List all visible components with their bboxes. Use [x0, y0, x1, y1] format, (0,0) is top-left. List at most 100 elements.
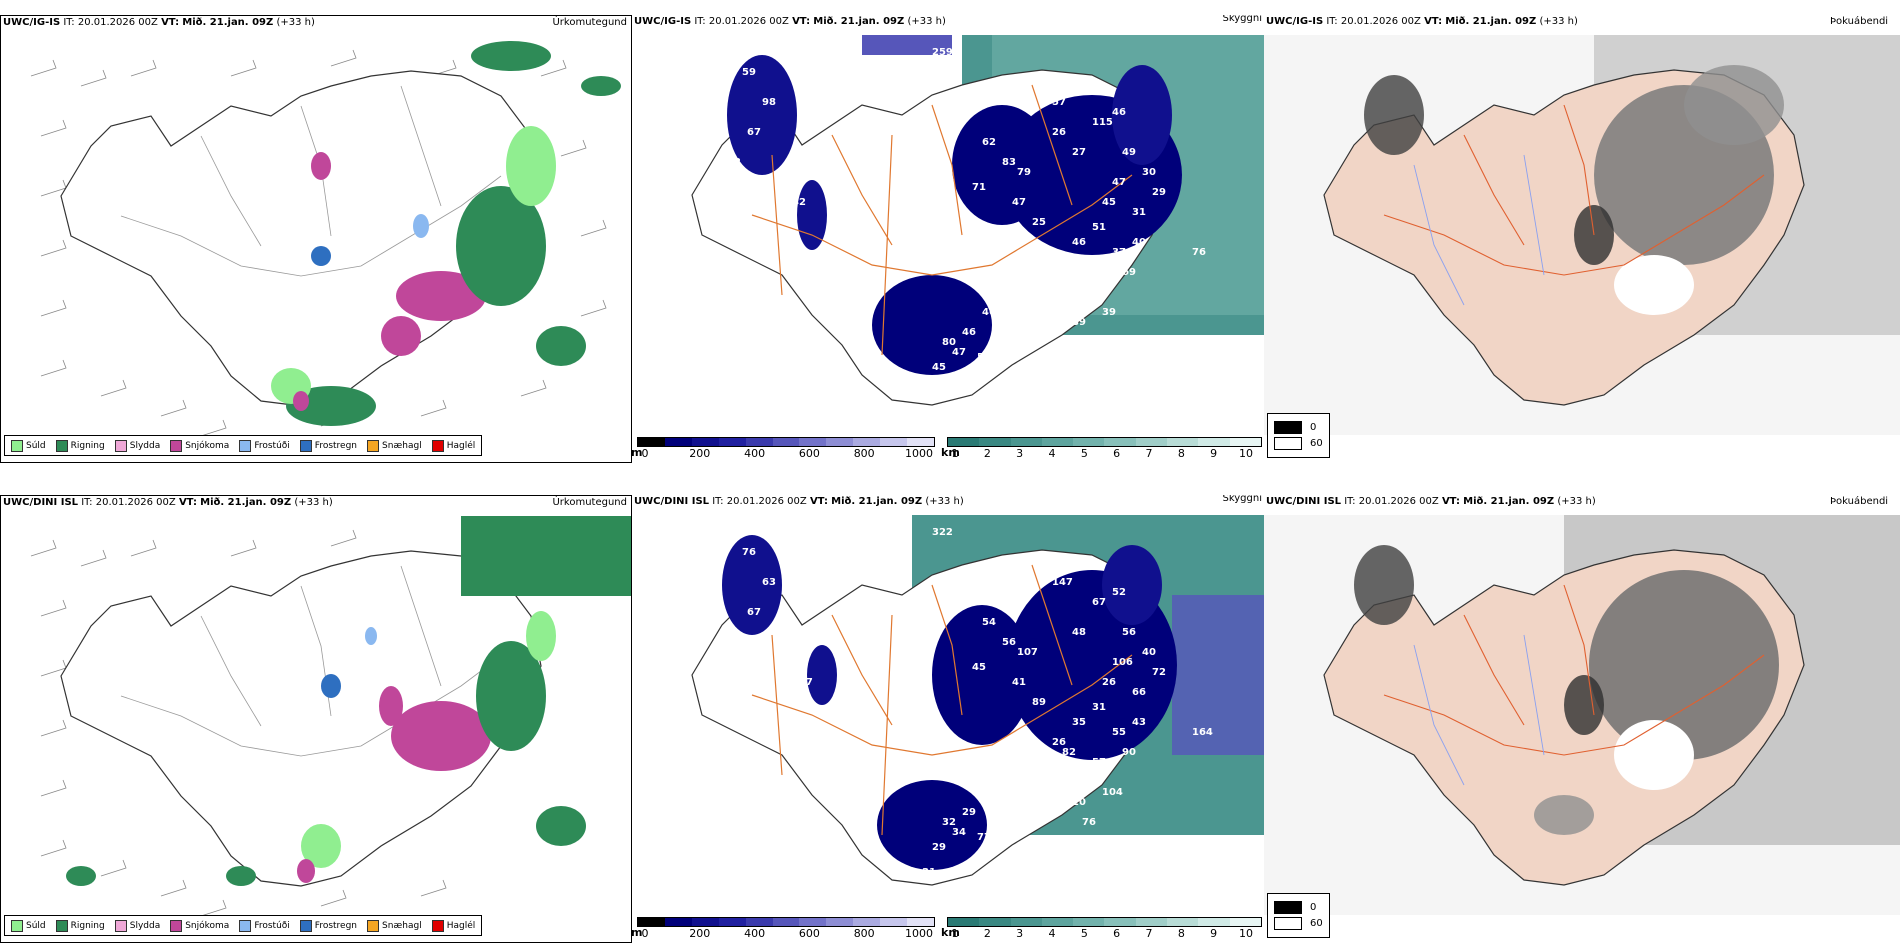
colorbar-unit: m	[632, 446, 643, 459]
visibility-value-label: 74	[727, 637, 741, 648]
legend-item: Frostregn	[299, 919, 357, 932]
fog-panel-top: UWC/IG-IS IT: 20.01.2026 00Z VT: Mið. 21…	[1264, 15, 1900, 463]
visibility-panel-top: UWC/IG-IS IT: 20.01.2026 00Z VT: Mið. 21…	[632, 15, 1264, 463]
fog-legend-swatch	[1274, 421, 1302, 434]
visibility-value-label: 43	[1132, 717, 1146, 728]
colorbar-swatch	[948, 438, 980, 446]
visibility-value-label: 56	[1002, 637, 1016, 648]
visibility-value-label: 62	[982, 137, 996, 148]
visibility-value-label: 30	[1142, 167, 1156, 178]
visibility-value-label: 20	[1072, 797, 1086, 808]
colorbar-swatches	[947, 917, 1262, 927]
colorbar-tick: 1	[951, 447, 959, 460]
colorbar-tick: 0	[641, 927, 649, 940]
precip-map	[30, 516, 631, 917]
visibility-value-label: 31	[1132, 207, 1146, 218]
precip-legend: Súld Rigning Slydda Snjókoma Frostúði Frostre…	[4, 435, 483, 456]
visibility-value-label: 115	[1092, 117, 1113, 128]
visibility-value-label: 59	[742, 67, 756, 78]
visibility-map: 76 63 67 74 240 307 322 147 67 52 56 40 72 66 48 106 26 3…	[691, 515, 1264, 898]
colorbar-tick: 600	[798, 927, 820, 940]
visibility-value-label: 42	[792, 197, 806, 208]
visibility-value-label: 90	[1122, 747, 1136, 758]
colorbar-swatch	[1010, 918, 1042, 926]
legend-item: Slydda	[114, 919, 160, 932]
colorbar-swatches	[637, 917, 935, 927]
panel-header: UWC/IG-IS IT: 20.01.2026 00Z VT: Mið. 21…	[1266, 16, 1578, 27]
colorbar-swatch	[1167, 918, 1199, 926]
legend-item: Snjókoma	[170, 439, 229, 452]
visibility-value-label: 76	[742, 547, 756, 558]
visibility-value-label: 55	[1112, 727, 1126, 738]
visibility-value-label: 34	[1032, 772, 1046, 783]
wind-barbs	[30, 529, 447, 917]
visibility-value-label: 45	[972, 662, 986, 673]
colorbar-swatch	[880, 438, 908, 446]
visibility-value-label: 98	[762, 97, 776, 108]
legend-swatch	[367, 919, 380, 932]
visibility-value-label: 32	[1012, 787, 1026, 798]
visibility-value-label: 51	[1092, 222, 1106, 233]
fog-legend-label: 60	[1310, 918, 1323, 929]
legend-item: Frostúði	[239, 919, 290, 932]
legend-swatch	[170, 439, 183, 452]
visibility-value-label: 41	[1012, 677, 1026, 688]
visibility-value-label: 106	[1112, 657, 1133, 668]
legend-label: Súld	[26, 440, 46, 451]
precip-legend: Súld Rigning Slydda Snjókoma Frostúði Frostre…	[4, 915, 483, 936]
visibility-value-label: 24	[927, 887, 941, 898]
colorbar-tick: 2	[983, 447, 991, 460]
colorbar-tick: 1000	[905, 447, 933, 460]
legend-swatch	[431, 919, 444, 932]
visibility-value-label: 73	[952, 387, 966, 398]
visibility-value-label: 37	[1112, 247, 1126, 258]
colorbar-tick: 800	[853, 447, 875, 460]
precip-type-panel-top: UWC/IG-IS IT: 20.01.2026 00Z VT: Mið. 21…	[0, 15, 632, 463]
fog-legend-item: 60	[1274, 917, 1323, 930]
colorbar-swatch	[745, 918, 773, 926]
visibility-value-label: 48	[1072, 627, 1086, 638]
colorbar-tick: 4	[1048, 447, 1056, 460]
colorbar-swatch	[799, 918, 827, 926]
colorbar-swatch	[826, 438, 854, 446]
visibility-value-label: 46	[1112, 107, 1126, 118]
visibility-value-label: 69	[1122, 267, 1136, 278]
visibility-value-label: 49	[1052, 837, 1066, 848]
colorbar-swatch	[853, 438, 881, 446]
colorbar-tick: 7	[1145, 927, 1153, 940]
visibility-panel-bottom: UWC/DINI ISL IT: 20.01.2026 00Z VT: Mið.…	[632, 495, 1264, 943]
visibility-value-label: 322	[932, 527, 953, 538]
visibility-value-label: 147	[1052, 577, 1073, 588]
legend-swatch	[299, 919, 312, 932]
visibility-value-label: 56	[1122, 627, 1136, 638]
colorbar-tick: 600	[798, 447, 820, 460]
colorbar-swatch	[1229, 438, 1261, 446]
visibility-value-label: 89	[1072, 317, 1086, 328]
visibility-value-label: 71	[972, 182, 986, 193]
visibility-value-label: 89	[1032, 697, 1046, 708]
legend-swatch	[431, 439, 444, 452]
colorbar-swatch	[1041, 438, 1074, 446]
visibility-value-label: 67	[747, 607, 761, 618]
visibility-value-label: 164	[1192, 727, 1213, 738]
visibility-value-label: 40	[1132, 237, 1146, 248]
panel-title: Þokuábendi	[1830, 16, 1889, 27]
colorbar-tick: 200	[689, 927, 711, 940]
legend-label: Rigning	[70, 920, 105, 931]
fog-legend-label: 0	[1310, 422, 1317, 433]
legend-item: Rigning	[55, 439, 105, 452]
legend-item: Slydda	[114, 439, 160, 452]
colorbar-tick: 9	[1210, 447, 1218, 460]
visibility-value-label: 46	[962, 327, 976, 338]
low-ceiling-areas	[722, 535, 1177, 870]
visibility-value-label: 52	[1112, 587, 1126, 598]
colorbar-tick: 4	[1048, 927, 1056, 940]
legend-item: Frostúði	[239, 439, 290, 452]
visibility-value-label: 49	[1122, 147, 1136, 158]
colorbar-swatch	[907, 918, 934, 926]
visibility-map: 5998671212442259571154649302931274745514…	[691, 35, 1264, 418]
legend-item: Haglél	[431, 919, 475, 932]
legend-swatch	[170, 919, 183, 932]
colorbar-swatch	[691, 918, 719, 926]
visibility-value-label: 259	[932, 47, 953, 58]
